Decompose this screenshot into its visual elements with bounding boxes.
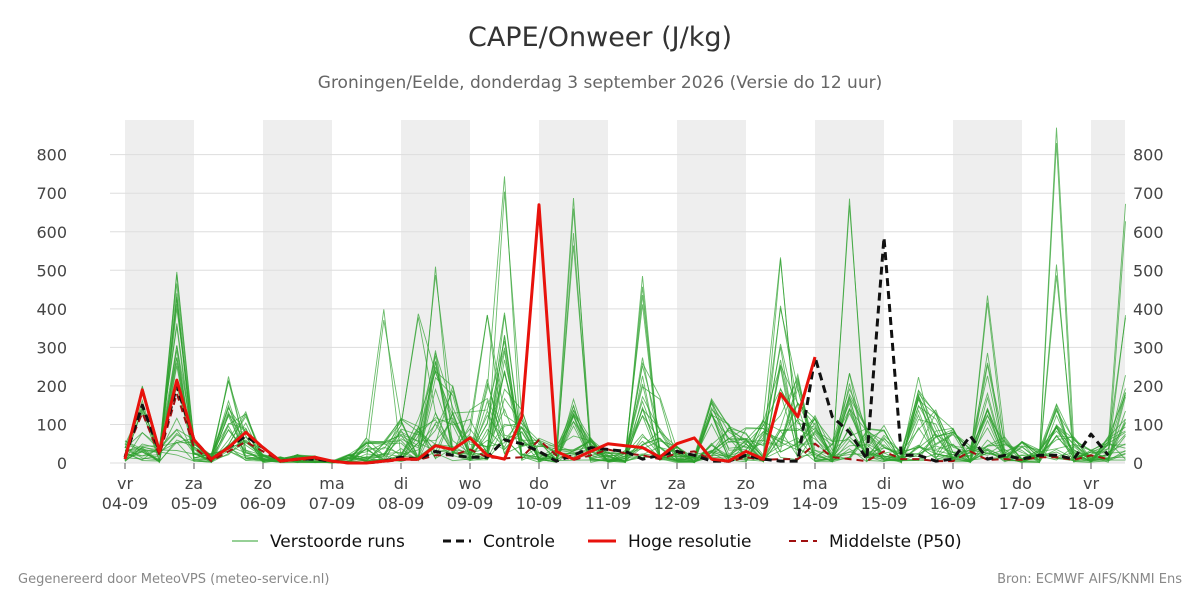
x-tick-day-3: ma xyxy=(319,474,344,493)
x-tick-date-9: 13-09 xyxy=(723,494,770,513)
night-band-6 xyxy=(953,120,1022,463)
y-tick-right-700: 700 xyxy=(1133,184,1164,203)
footer-credit: Gegenereerd door MeteoVPS (meteo-service… xyxy=(18,572,330,587)
x-tick-date-14: 18-09 xyxy=(1068,494,1115,513)
x-tick-date-12: 16-09 xyxy=(930,494,977,513)
y-axis-left: 0 100 200 300 400 500 600 700 800 xyxy=(36,146,67,473)
x-tick-day-6: do xyxy=(529,474,549,493)
legend: Verstoorde runs Controle Hoge resolutie … xyxy=(232,532,962,552)
y-tick-left-0: 0 xyxy=(57,454,67,473)
x-tick-day-0: vr xyxy=(117,474,133,493)
y-tick-left-500: 500 xyxy=(36,261,67,280)
x-tick-date-8: 12-09 xyxy=(654,494,701,513)
legend-hires-label: Hoge resolutie xyxy=(628,532,752,552)
y-tick-left-600: 600 xyxy=(36,223,67,242)
control-line xyxy=(123,236,1110,465)
legend-control-label: Controle xyxy=(483,532,555,552)
y-tick-right-100: 100 xyxy=(1133,415,1164,434)
x-tick-date-10: 14-09 xyxy=(792,494,839,513)
grid-lines xyxy=(110,154,1125,464)
x-tick-date-4: 08-09 xyxy=(378,494,425,513)
x-tick-date-3: 07-09 xyxy=(309,494,356,513)
x-tick-day-5: wo xyxy=(459,474,482,493)
chart-subtitle: Groningen/Eelde, donderdag 3 september 2… xyxy=(317,73,883,93)
y-tick-left-100: 100 xyxy=(36,415,67,434)
y-tick-right-500: 500 xyxy=(1133,261,1164,280)
x-tick-date-6: 10-09 xyxy=(516,494,563,513)
x-tick-day-1: za xyxy=(185,474,203,493)
x-tick-day-8: za xyxy=(668,474,686,493)
night-band-1 xyxy=(263,120,332,463)
hires-line xyxy=(123,203,817,465)
hires-series xyxy=(123,203,817,465)
y-tick-right-300: 300 xyxy=(1133,338,1164,357)
x-tick-date-5: 09-09 xyxy=(447,494,494,513)
legend-median-label: Middelste (P50) xyxy=(829,532,962,552)
ensemble-member-29 xyxy=(124,350,1126,464)
y-tick-left-300: 300 xyxy=(36,338,67,357)
x-tick-day-11: di xyxy=(877,474,892,493)
x-tick-day-9: zo xyxy=(737,474,755,493)
x-tick-date-1: 05-09 xyxy=(171,494,218,513)
x-tick-day-12: wo xyxy=(942,474,965,493)
night-band-4 xyxy=(677,120,746,463)
y-tick-right-800: 800 xyxy=(1133,146,1164,165)
x-tick-day-13: do xyxy=(1012,474,1032,493)
x-tick-date-2: 06-09 xyxy=(240,494,287,513)
x-tick-date-7: 11-09 xyxy=(585,494,632,513)
x-tick-day-2: zo xyxy=(254,474,272,493)
y-tick-left-200: 200 xyxy=(36,377,67,396)
y-tick-right-400: 400 xyxy=(1133,300,1164,319)
y-tick-left-400: 400 xyxy=(36,300,67,319)
night-band-5 xyxy=(815,120,884,463)
x-tick-date-11: 15-09 xyxy=(861,494,908,513)
x-tick-day-4: di xyxy=(394,474,409,493)
night-band-2 xyxy=(401,120,470,463)
y-tick-right-0: 0 xyxy=(1133,454,1143,473)
control-series xyxy=(123,236,1110,465)
x-tick-day-14: vr xyxy=(1083,474,1099,493)
y-tick-right-200: 200 xyxy=(1133,377,1164,396)
x-tick-date-0: 04-09 xyxy=(102,494,149,513)
x-axis: vr04-09za05-09zo06-09ma07-09di08-09wo09-… xyxy=(102,463,1115,513)
x-tick-day-10: ma xyxy=(802,474,827,493)
night-bands xyxy=(125,120,1125,463)
x-tick-date-13: 17-09 xyxy=(999,494,1046,513)
legend-ensemble-label: Verstoorde runs xyxy=(270,532,405,552)
y-tick-right-600: 600 xyxy=(1133,223,1164,242)
y-axis-right: 0 100 200 300 400 500 600 700 800 xyxy=(1133,146,1164,473)
y-tick-left-800: 800 xyxy=(36,146,67,165)
footer-source: Bron: ECMWF AIFS/KNMI Ens xyxy=(997,572,1182,587)
chart-title: CAPE/Onweer (J/kg) xyxy=(467,22,732,53)
x-tick-day-7: vr xyxy=(600,474,616,493)
y-tick-left-700: 700 xyxy=(36,184,67,203)
